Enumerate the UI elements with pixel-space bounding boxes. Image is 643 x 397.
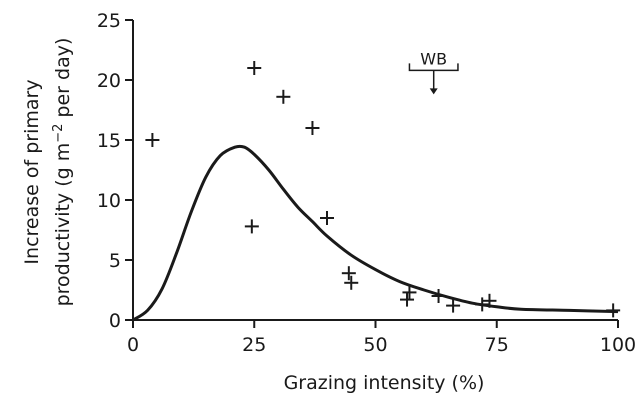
chart-marks <box>132 61 621 322</box>
y-tick-label: 25 <box>97 10 121 32</box>
x-tick-label: 75 <box>485 334 509 356</box>
data-point-plus <box>320 211 334 225</box>
data-point-plus <box>400 292 415 307</box>
axes: 0 5 10 15 20 25 0 25 50 75 100 <box>97 10 636 356</box>
fitted-curve-line <box>132 144 619 322</box>
axis-titles: Grazing intensity (%) Increase of primar… <box>21 38 484 394</box>
y-tick-label: 20 <box>97 70 121 92</box>
data-point-plus <box>475 297 490 312</box>
y-axis-label-superscript: −2 <box>51 124 66 143</box>
data-point-plus <box>276 89 291 104</box>
y-tick-label: 15 <box>97 130 121 152</box>
data-point-plus <box>431 289 446 303</box>
x-tick-label: 100 <box>600 334 636 356</box>
data-point-plus <box>344 275 359 290</box>
y-tick-label: 0 <box>109 310 121 332</box>
x-tick-label: 0 <box>127 334 139 356</box>
data-point-plus <box>305 121 320 135</box>
x-tick-label: 50 <box>363 334 387 356</box>
wb-annotation: WB <box>408 49 459 95</box>
data-point-plus <box>482 293 497 308</box>
data-point-plus <box>247 61 262 75</box>
x-axis-label: Grazing intensity (%) <box>284 372 485 394</box>
data-point-plus <box>341 266 356 281</box>
y-tick-label: 10 <box>97 190 121 212</box>
data-point-plus <box>244 219 259 234</box>
y-axis-label-line2-pre: productivity (g m <box>52 143 74 307</box>
y-axis-label-line2-post: per day) <box>52 38 74 124</box>
data-point-plus <box>446 298 461 313</box>
y-axis-label-line2: productivity (g m−2 per day) <box>51 38 75 307</box>
data-point-plus <box>145 133 160 147</box>
data-point-plus <box>606 303 621 318</box>
y-axis-label-line1: Increase of primary <box>21 79 43 264</box>
x-tick-label: 25 <box>242 334 266 356</box>
data-point-plus <box>402 285 417 300</box>
wb-arrow-head <box>429 88 438 95</box>
wb-label: WB <box>420 49 447 68</box>
y-tick-label: 5 <box>109 250 121 272</box>
